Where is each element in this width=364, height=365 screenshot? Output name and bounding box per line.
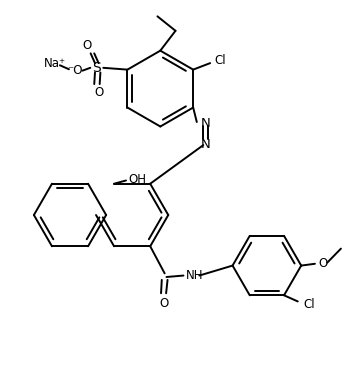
Text: Cl: Cl bbox=[304, 298, 315, 311]
Text: NH: NH bbox=[186, 269, 203, 282]
Text: O: O bbox=[94, 86, 103, 99]
Text: OH: OH bbox=[128, 173, 147, 186]
Text: Na⁺: Na⁺ bbox=[43, 57, 66, 70]
Text: O: O bbox=[318, 257, 328, 270]
Text: ⁻O: ⁻O bbox=[67, 64, 83, 77]
Text: O: O bbox=[82, 39, 92, 52]
Text: Cl: Cl bbox=[214, 54, 226, 67]
Text: O: O bbox=[159, 297, 168, 310]
Text: S: S bbox=[92, 61, 101, 75]
Text: N: N bbox=[201, 138, 211, 150]
Text: N: N bbox=[201, 116, 211, 130]
